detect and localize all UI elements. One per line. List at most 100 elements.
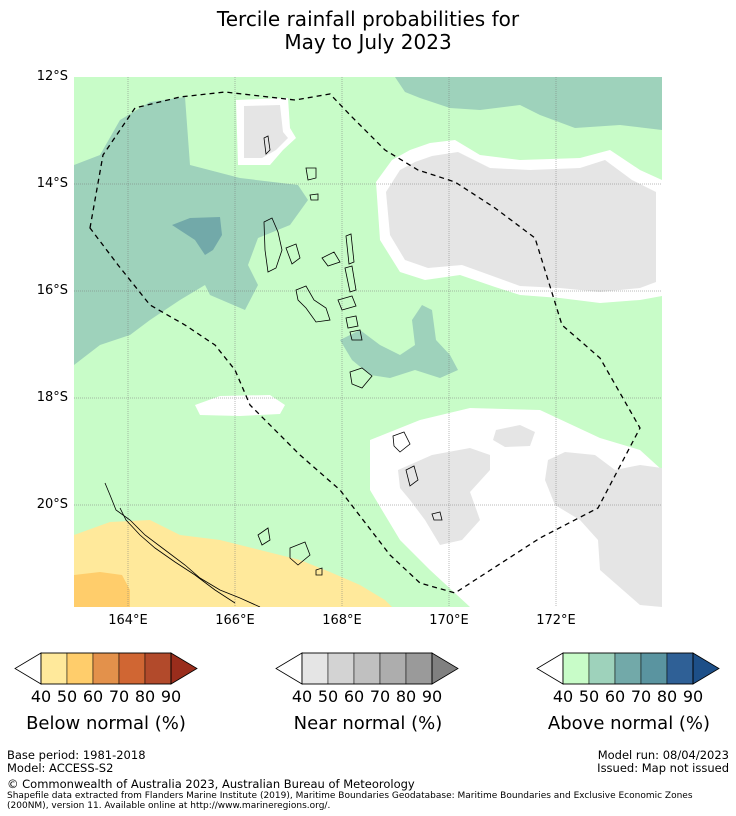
graticule: [74, 77, 662, 607]
map: [74, 77, 662, 607]
colorbar-above-tick-label: 90: [682, 687, 704, 706]
colorbar-near-high-extend: [431, 652, 459, 685]
colorbar-near-segment: [327, 652, 355, 685]
coast-tanna: [405, 465, 419, 487]
colorbar-near-segment: [405, 652, 433, 685]
colorbar-near-low-extend: [275, 652, 303, 685]
lon-label-166e: 166°E: [215, 613, 255, 628]
colorbar-above-tick-label: 50: [578, 687, 600, 706]
map-title: Tercile rainfall probabilities for May t…: [0, 8, 736, 54]
coast-maewo: [345, 233, 355, 265]
coast-banks-2: [309, 193, 319, 201]
coast-new-caledonia-2: [119, 507, 236, 604]
lon-label-172e: 172°E: [536, 613, 576, 628]
coastlines: [104, 135, 443, 607]
colorbar-above-segment: [666, 652, 694, 685]
colorbar-above-segment: [640, 652, 668, 685]
colorbar-near-tick-label: 60: [343, 687, 365, 706]
region-near-40-north: [244, 105, 288, 158]
colorbar-above-tick-label: 40: [552, 687, 574, 706]
colorbar-below-tick-label: 90: [160, 687, 182, 706]
footer-copyright: © Commonwealth of Australia 2023, Austra…: [7, 777, 415, 791]
colorbar-below-tick-label: 40: [30, 687, 52, 706]
colorbar-above-segment: [588, 652, 616, 685]
region-below-50: [74, 572, 130, 607]
footer-shapefile-1: Shapefile data extracted from Flanders M…: [7, 791, 693, 801]
colorbar-below-low-extend: [14, 652, 42, 685]
coast-ambae: [321, 251, 341, 267]
coast-erromango: [392, 431, 411, 453]
coast-malekula: [295, 285, 331, 323]
lat-label-12s: 12°S: [36, 69, 68, 84]
coast-loyalty-3: [315, 567, 323, 576]
colorbar-near-segment: [301, 652, 329, 685]
colorbar-near-tick-label: 40: [291, 687, 313, 706]
footer-issued: Issued: Map not issued: [597, 761, 729, 775]
title-line-1: Tercile rainfall probabilities for: [216, 7, 520, 31]
lon-label-168e: 168°E: [322, 613, 362, 628]
colorbar-above-low-extend: [536, 652, 564, 685]
colorbar-title-near: Near normal (%): [293, 713, 443, 734]
title-line-2: May to July 2023: [284, 30, 452, 54]
colorbar-above-tick-label: 70: [630, 687, 652, 706]
region-near-40-southeast: [545, 452, 662, 607]
lon-label-164e: 164°E: [108, 613, 148, 628]
region-above-50-ne: [395, 77, 662, 130]
colorbar-above-tick-label: 60: [604, 687, 626, 706]
colorbar-below-segment: [40, 652, 68, 685]
colorbar-near-outline: [301, 652, 433, 685]
region-near-40-island: [493, 425, 535, 447]
colorbar-near-tick-label: 70: [369, 687, 391, 706]
coast-aneityum: [431, 511, 443, 521]
colorbar-below-tick-label: 50: [56, 687, 78, 706]
colorbar-near-tick-label: 50: [317, 687, 339, 706]
colorbar-below-segment: [118, 652, 146, 685]
colorbar-near-tick-label: 90: [421, 687, 443, 706]
footer-shapefile-2: (200NM), version 11. Available online at…: [7, 801, 331, 811]
lon-label-170e: 170°E: [429, 613, 469, 628]
colorbar-near-segment: [379, 652, 407, 685]
region-above-60: [172, 217, 222, 255]
colorbar-near-tick-label: 80: [395, 687, 417, 706]
colorbar-title-above: Above normal (%): [547, 713, 711, 734]
coast-new-caledonia: [104, 482, 261, 607]
coast-banks: [305, 167, 317, 181]
colorbar-above-outline: [562, 652, 694, 685]
lat-label-16s: 16°S: [36, 283, 68, 298]
region-near-40-east: [386, 152, 656, 292]
footer-model: Model: ACCESS-S2: [7, 761, 114, 775]
coast-efate: [349, 367, 373, 389]
colorbar-above-segment: [562, 652, 590, 685]
footer-base-period: Base period: 1981-2018: [7, 748, 146, 762]
coast-malo: [285, 243, 301, 265]
colorbar-title-below: Below normal (%): [26, 713, 186, 734]
colorbar-below-segment: [144, 652, 172, 685]
coast-loyalty-2: [289, 541, 311, 566]
colorbar-below-tick-label: 60: [82, 687, 104, 706]
lat-label-20s: 20°S: [36, 497, 68, 512]
coast-espiritu-santo: [263, 217, 283, 273]
colorbars: [14, 652, 720, 685]
coast-epi: [345, 315, 359, 329]
colorbar-below-high-extend: [170, 652, 198, 685]
colorbar-below-segment: [66, 652, 94, 685]
colorbar-below-segment: [92, 652, 120, 685]
colorbar-above-tick-label: 80: [656, 687, 678, 706]
region-white-west: [195, 395, 285, 416]
coast-ambrym: [337, 295, 357, 311]
colorbar-above-segment: [614, 652, 642, 685]
colorbar-below-outline: [40, 652, 172, 685]
colorbar-above-high-extend: [692, 652, 720, 685]
lat-label-14s: 14°S: [36, 176, 68, 191]
region-above-50-center: [340, 305, 458, 378]
colorbar-below-tick-label: 80: [134, 687, 156, 706]
colorbar-near-segment: [353, 652, 381, 685]
coast-torres: [263, 135, 271, 155]
lat-label-18s: 18°S: [36, 390, 68, 405]
colorbar-below-tick-label: 70: [108, 687, 130, 706]
coast-shepherds: [349, 329, 363, 341]
eez-boundary: [89, 91, 641, 594]
coast-loyalty-1: [257, 527, 271, 546]
region-near-40-south: [398, 448, 490, 545]
coast-pentecost: [344, 265, 357, 293]
